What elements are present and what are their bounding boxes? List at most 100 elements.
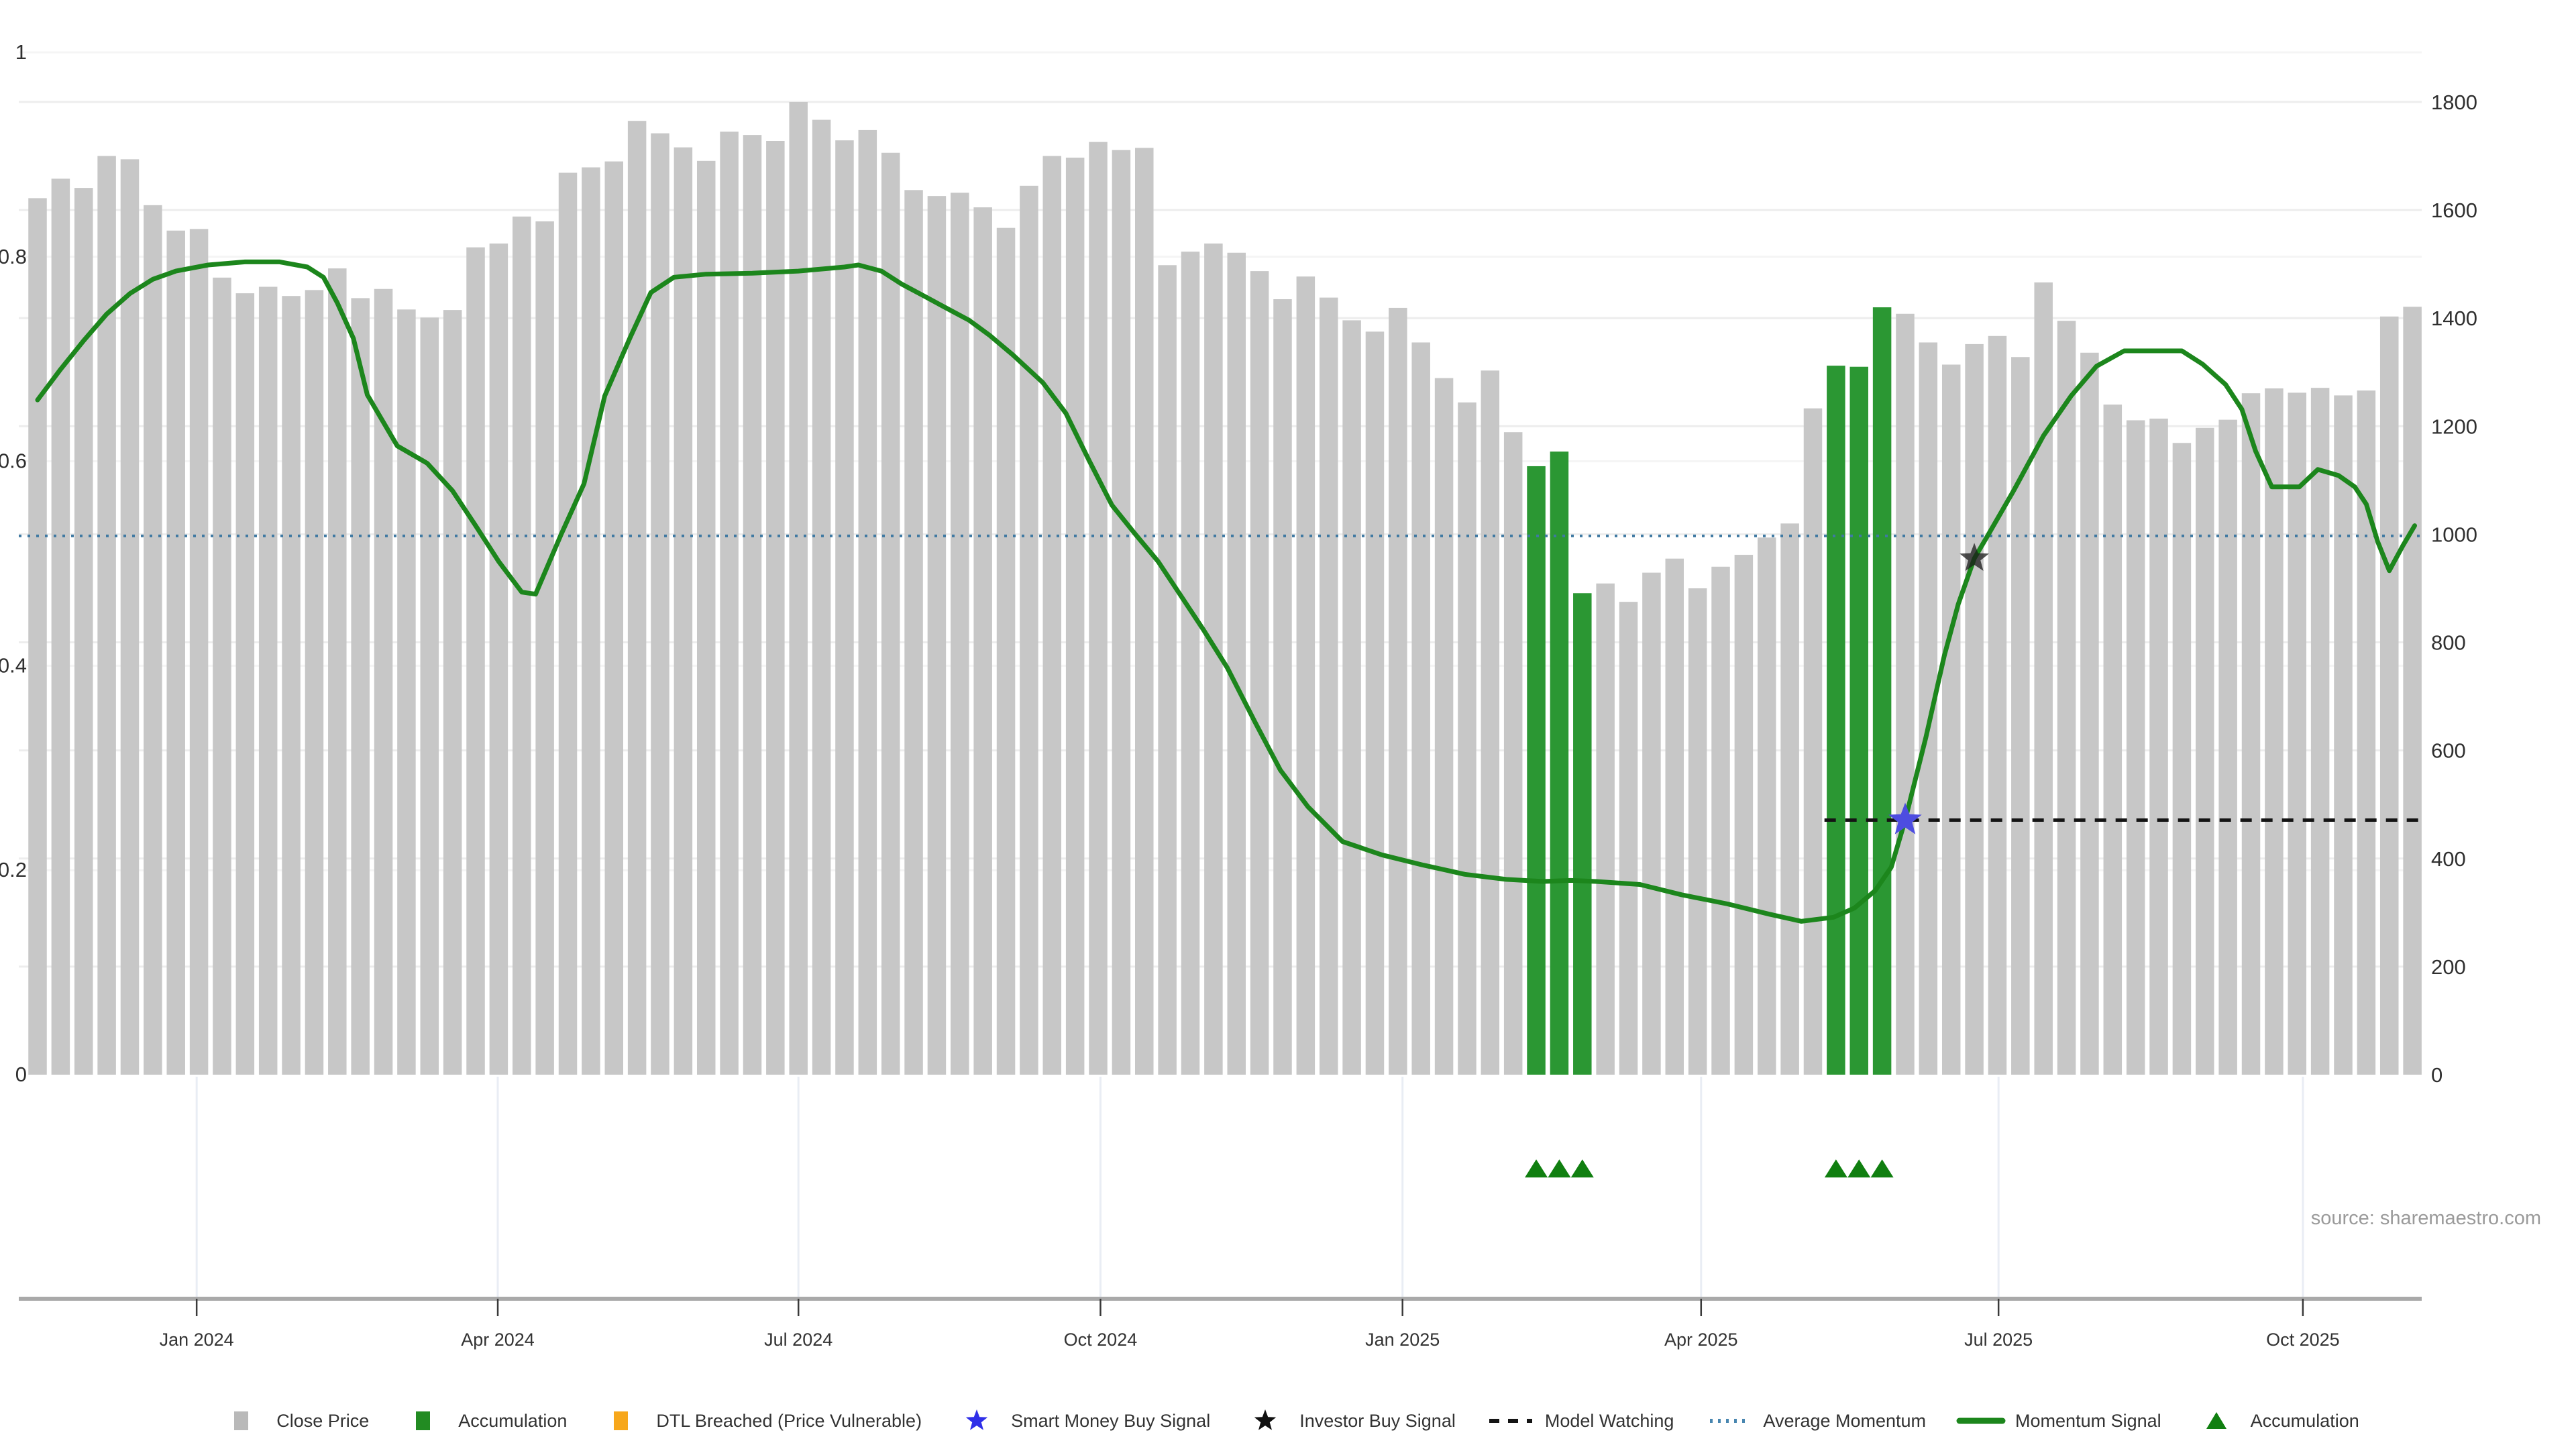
y-axis-right-label: 1000 (2431, 523, 2477, 546)
accumulation-triangle-icon (1870, 1159, 1894, 1178)
close-price-bar (2057, 321, 2076, 1075)
close-price-bar (1342, 320, 1361, 1075)
source-credit: source: sharemaestro.com (2310, 1208, 2541, 1229)
close-price-bar (1158, 265, 1177, 1075)
close-price-bar (1089, 142, 1108, 1075)
close-price-bar (743, 135, 762, 1075)
close-price-bar (28, 198, 47, 1075)
momentum-signal-line (35, 259, 2417, 924)
close-price-bar (766, 141, 785, 1075)
accumulation-bar (1827, 366, 1845, 1075)
close-price-bar (1273, 299, 1292, 1075)
accumulation-bar (1872, 307, 1892, 1075)
close-price-bar (604, 161, 623, 1075)
x-axis-tick-label: Jul 2024 (764, 1330, 833, 1350)
close-price-bar (443, 310, 462, 1075)
legend-label-accumulation-bar: Accumulation (458, 1410, 568, 1431)
investor-buy-star-icon (1960, 543, 1989, 571)
accumulation-bar (1573, 593, 1592, 1075)
legend-label-momentum-signal: Momentum Signal (2015, 1410, 2161, 1431)
y-axis-right-label: 1200 (2431, 415, 2477, 438)
close-price-bar (535, 221, 554, 1075)
close-price-bar (1896, 313, 1915, 1075)
close-price-bar (627, 121, 647, 1075)
legend-label-accumulation-marker: Accumulation (2250, 1410, 2359, 1431)
close-price-bar (420, 317, 439, 1075)
close-price-bar (2149, 419, 2168, 1075)
close-price-bar (1965, 343, 1984, 1075)
momentum-signal-icon (1956, 1417, 2006, 1424)
close-price-bar (235, 293, 255, 1075)
y-axis-right-label: 1800 (2431, 91, 2477, 114)
y-axis-right-label: 200 (2431, 955, 2466, 979)
accumulation-triangle-icon (1570, 1159, 1594, 1178)
y-axis-left-label: 1 (15, 40, 27, 64)
y-axis-right-label: 800 (2431, 631, 2466, 655)
close-price-bar (2080, 352, 2099, 1075)
close-price-bar (466, 247, 485, 1075)
close-price-bar (144, 205, 162, 1075)
close-price-bar (74, 188, 93, 1075)
y-axis-left-label: 0 (15, 1063, 27, 1086)
close-price-bar (282, 296, 301, 1075)
close-price-bar (1181, 252, 1200, 1075)
close-price-bar (328, 268, 347, 1075)
close-price-bar (1988, 335, 2007, 1075)
accumulation-bar-icon (416, 1411, 431, 1430)
close-price-bar (720, 131, 739, 1075)
close-price-bar (2403, 307, 2422, 1075)
legend-item-model-watching: Model Watching (1485, 1406, 1674, 1436)
close-price-bar (513, 216, 531, 1075)
close-price-bar (305, 290, 324, 1075)
legend-label-model-watching: Model Watching (1544, 1410, 1674, 1431)
close-price-bar (1481, 370, 1500, 1075)
close-price-bar (1458, 402, 1477, 1075)
close-price-bar (1250, 271, 1269, 1075)
investor-buy-signal-icon (1254, 1409, 1277, 1430)
close-price-bar (1065, 157, 1085, 1075)
close-price-bar (51, 178, 70, 1075)
close-price-bar (1227, 252, 1246, 1075)
close-price-bar (1020, 185, 1038, 1075)
close-price-bar (582, 167, 600, 1075)
close-price-bar (674, 147, 693, 1075)
close-price-bar (558, 172, 578, 1075)
chart-legend: Close Price Accumulation DTL Breached (Pri… (0, 1401, 2576, 1441)
close-price-bar (951, 193, 969, 1075)
close-price-bar (835, 140, 854, 1075)
close-price-bar (1619, 602, 1638, 1075)
close-price-bar (1503, 432, 1523, 1075)
legend-item-close-price: Close Price (217, 1406, 369, 1436)
close-price-bar (1389, 307, 1407, 1075)
y-axis-right-label: 0 (2431, 1063, 2443, 1087)
legend-label-dtl-breached: DTL Breached (Price Vulnerable) (656, 1410, 922, 1431)
close-price-bar (1434, 378, 1454, 1075)
legend-item-dtl-breached: DTL Breached (Price Vulnerable) (596, 1406, 922, 1436)
legend-label-close-price: Close Price (276, 1410, 370, 1431)
close-price-bar (213, 277, 231, 1075)
smart-money-buy-signal-icon (965, 1409, 988, 1430)
legend-item-smart-money-buy-signal: Smart Money Buy Signal (951, 1406, 1210, 1436)
close-price-bar (1596, 583, 1615, 1075)
legend-label-smart-money-buy-signal: Smart Money Buy Signal (1011, 1410, 1211, 1431)
accumulation-bar (1849, 366, 1868, 1075)
legend-item-investor-buy-signal: Investor Buy Signal (1240, 1406, 1456, 1436)
close-price-bar (1112, 150, 1131, 1075)
x-axis-tick-label: Oct 2025 (2266, 1330, 2340, 1350)
accumulation-triangle-icon (1525, 1159, 1548, 1178)
smart-money-buy-star-icon (1888, 802, 1922, 835)
x-axis-tick-label: Apr 2025 (1664, 1330, 1738, 1350)
close-price-bar (2265, 388, 2284, 1075)
y-axis-left-label: 0.2 (0, 858, 27, 881)
x-axis-tick-label: Oct 2024 (1064, 1330, 1138, 1350)
close-price-bar (1941, 364, 1961, 1075)
close-price-bar (2103, 405, 2123, 1075)
x-axis-tick-label: Apr 2024 (461, 1330, 535, 1350)
close-price-bar (189, 229, 209, 1075)
close-price-bar (489, 244, 508, 1075)
accumulation-marker-icon (2206, 1412, 2226, 1429)
y-axis-right-label: 1400 (2431, 307, 2477, 330)
close-price-bar (2334, 395, 2353, 1075)
x-axis-tick-label: Jan 2025 (1365, 1330, 1440, 1350)
